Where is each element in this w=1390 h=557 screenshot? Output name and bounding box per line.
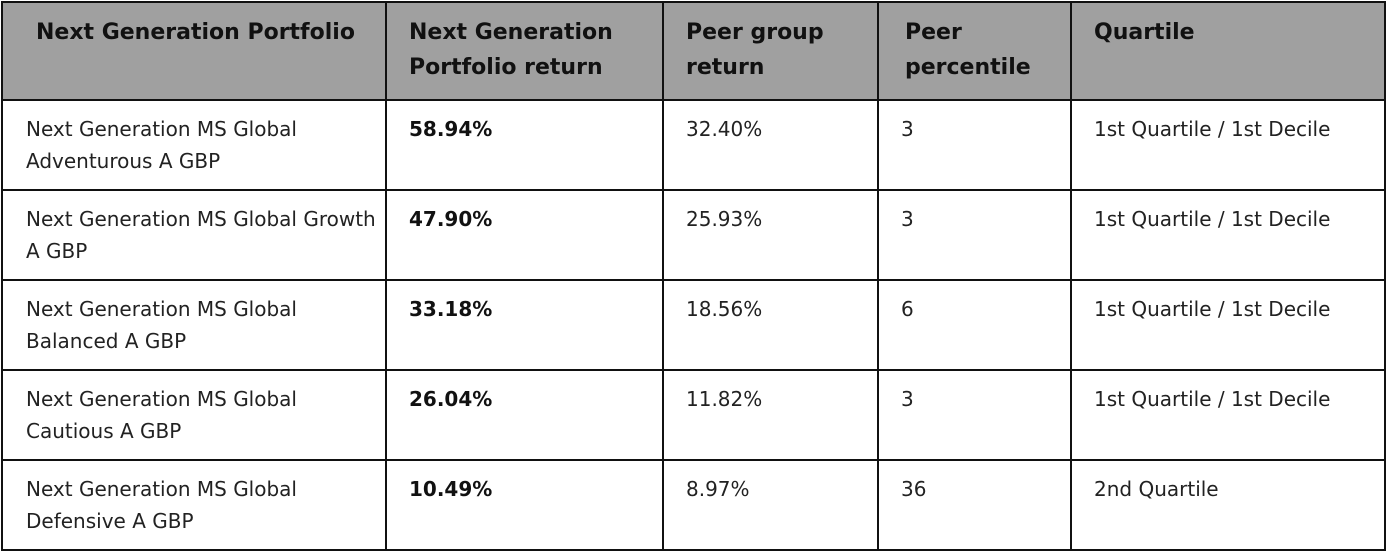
quartile-cell: 1st Quartile / 1st Decile <box>1070 189 1386 281</box>
table-body: Next Generation MS Global Adventurous A … <box>1 99 1386 551</box>
peer-percentile-cell: 6 <box>877 279 1072 371</box>
peer-percentile-cell: 36 <box>877 459 1072 551</box>
table-header: Next Generation Portfolio Next Generatio… <box>1 1 1386 101</box>
header-peer-group-return: Peer group return <box>662 1 879 101</box>
portfolio-return-cell: 47.90% <box>385 189 664 281</box>
peer-return-cell: 18.56% <box>662 279 879 371</box>
portfolio-name-cell: Next Generation MS Global Cautious A GBP <box>1 369 387 461</box>
portfolio-return-cell: 26.04% <box>385 369 664 461</box>
header-row: Next Generation Portfolio Next Generatio… <box>1 1 1386 101</box>
portfolio-name-cell: Next Generation MS Global Growth A GBP <box>1 189 387 281</box>
quartile-cell: 1st Quartile / 1st Decile <box>1070 279 1386 371</box>
table-row: Next Generation MS Global Balanced A GBP… <box>1 279 1386 371</box>
quartile-cell: 1st Quartile / 1st Decile <box>1070 99 1386 191</box>
peer-percentile-cell: 3 <box>877 99 1072 191</box>
table-row: Next Generation MS Global Defensive A GB… <box>1 459 1386 551</box>
header-quartile: Quartile <box>1070 1 1386 101</box>
table-row: Next Generation MS Global Cautious A GBP… <box>1 369 1386 461</box>
quartile-cell: 1st Quartile / 1st Decile <box>1070 369 1386 461</box>
portfolio-return-cell: 33.18% <box>385 279 664 371</box>
portfolio-name-cell: Next Generation MS Global Defensive A GB… <box>1 459 387 551</box>
peer-return-cell: 8.97% <box>662 459 879 551</box>
header-portfolio: Next Generation Portfolio <box>1 1 387 101</box>
header-peer-percentile: Peer percentile <box>877 1 1072 101</box>
header-portfolio-return: Next Generation Portfolio return <box>385 1 664 101</box>
quartile-cell: 2nd Quartile <box>1070 459 1386 551</box>
portfolio-return-cell: 10.49% <box>385 459 664 551</box>
peer-percentile-cell: 3 <box>877 369 1072 461</box>
peer-return-cell: 25.93% <box>662 189 879 281</box>
portfolio-return-cell: 58.94% <box>385 99 664 191</box>
peer-return-cell: 11.82% <box>662 369 879 461</box>
table-row: Next Generation MS Global Growth A GBP 4… <box>1 189 1386 281</box>
peer-percentile-cell: 3 <box>877 189 1072 281</box>
table-row: Next Generation MS Global Adventurous A … <box>1 99 1386 191</box>
portfolio-name-cell: Next Generation MS Global Adventurous A … <box>1 99 387 191</box>
portfolio-name-cell: Next Generation MS Global Balanced A GBP <box>1 279 387 371</box>
peer-return-cell: 32.40% <box>662 99 879 191</box>
